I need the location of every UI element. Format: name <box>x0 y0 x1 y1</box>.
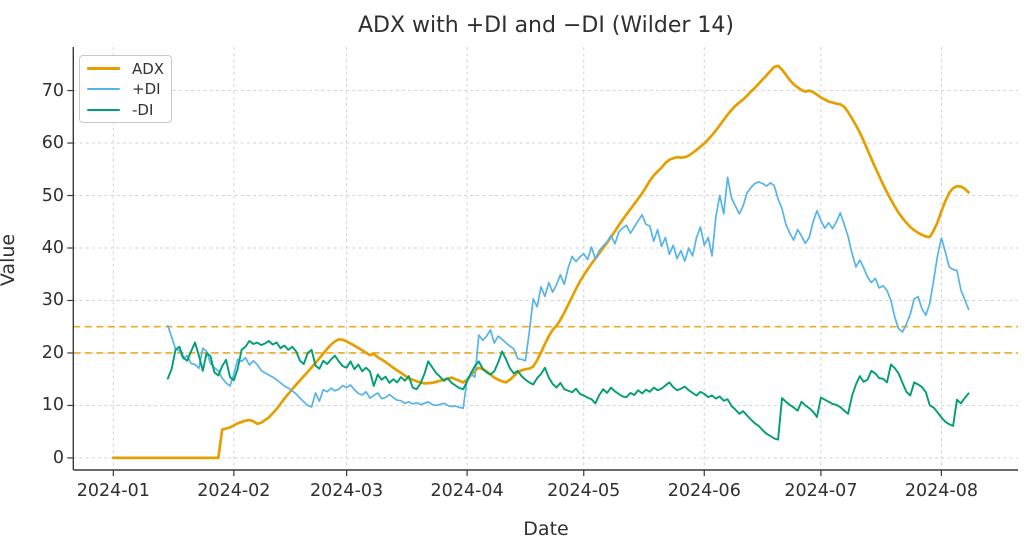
y-tick-label-0: 0 <box>52 447 64 468</box>
y-tick-label-60: 60 <box>41 133 64 154</box>
legend-item-plus-di: +DI <box>80 79 171 99</box>
chart-title: ADX with +DI and −DI (Wilder 14) <box>357 13 735 38</box>
legend-line-sample-adx <box>87 67 120 70</box>
x-axis-label: Date <box>523 518 569 540</box>
x-tick-label-2024-01: 2024-01 <box>76 481 150 501</box>
y-tick-label-40: 40 <box>41 238 64 258</box>
y-tick-label-30: 30 <box>41 290 64 311</box>
x-tick-label-2024-03: 2024-03 <box>310 481 384 501</box>
legend-line-sample-plus-di <box>87 88 120 90</box>
tick-marks <box>67 89 943 476</box>
series-line-minus-di <box>166 339 970 441</box>
legend-line-sample-minus-di <box>87 108 120 111</box>
legend-item-adx: ADX <box>80 59 171 79</box>
legend-label-minus-di: -DI <box>132 100 154 119</box>
y-tick-label-20: 20 <box>41 342 64 363</box>
y-tick-label-70: 70 <box>41 80 64 101</box>
x-tick-label-2024-06: 2024-06 <box>667 481 741 501</box>
x-tick-label-2024-02: 2024-02 <box>197 481 271 501</box>
legend-label-adx: ADX <box>132 59 165 78</box>
series-line-adx <box>111 64 970 460</box>
legend-item-minus-di: -DI <box>80 100 171 120</box>
legend-label-plus-di: +DI <box>132 80 161 98</box>
y-tick-label-10: 10 <box>41 395 64 416</box>
x-tick-label-2024-07: 2024-07 <box>784 481 858 501</box>
axes-spines <box>72 47 1018 471</box>
x-tick-label-2024-04: 2024-04 <box>430 481 504 501</box>
x-tick-label-2024-08: 2024-08 <box>904 481 978 501</box>
legend: ADX +DI -DI <box>79 55 172 123</box>
y-tick-label-50: 50 <box>41 185 64 206</box>
grid <box>73 47 1018 470</box>
series-line-plusminus-di <box>166 176 970 409</box>
x-tick-label-2024-05: 2024-05 <box>547 481 621 501</box>
